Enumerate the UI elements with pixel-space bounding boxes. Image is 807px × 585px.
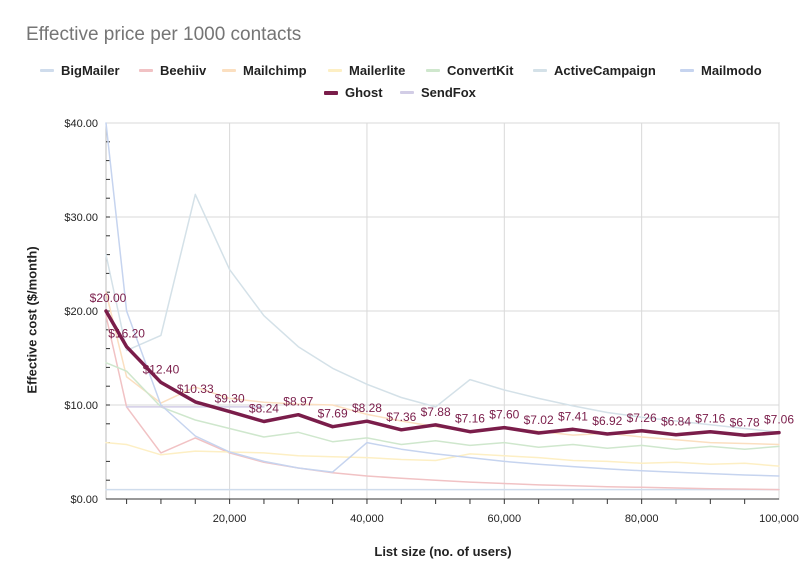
y-axis-label: Effective cost ($/month): [24, 246, 40, 394]
chart-title: Effective price per 1000 contacts: [26, 24, 302, 45]
x-tick-label: 80,000: [625, 513, 659, 525]
data-label-ghost: $7.06: [764, 413, 794, 427]
data-label-ghost: $7.88: [421, 405, 451, 419]
legend-label-mailmodo: Mailmodo: [701, 63, 762, 78]
data-label-ghost: $10.33: [177, 382, 214, 396]
data-label-ghost: $7.69: [318, 407, 348, 421]
legend-swatch-sendfox: [400, 91, 414, 94]
y-tick-label: $30.00: [64, 212, 98, 224]
data-label-ghost: $7.36: [386, 410, 416, 424]
x-tick-label: 100,000: [759, 513, 799, 525]
legend-label-mailchimp: Mailchimp: [243, 63, 307, 78]
y-tick-label: $10.00: [64, 400, 98, 412]
x-tick-label: 40,000: [350, 513, 384, 525]
legend-label-ghost: Ghost: [345, 85, 383, 100]
x-tick-label: 60,000: [487, 513, 521, 525]
data-label-ghost: $7.26: [627, 411, 657, 425]
data-label-ghost: $8.97: [283, 395, 313, 409]
legend-row-1: BigMailer Beehiiv Mailchimp Mailerlite C…: [40, 63, 800, 85]
data-label-ghost: $9.30: [215, 392, 245, 406]
legend-swatch-mailerlite: [328, 69, 342, 72]
legend: BigMailer Beehiiv Mailchimp Mailerlite C…: [40, 63, 800, 107]
x-axis-label: List size (no. of users): [374, 544, 512, 559]
series-line-activecampaign[interactable]: [105, 193, 780, 434]
series-line-beehiiv[interactable]: [105, 314, 780, 491]
data-label-ghost: $7.02: [524, 413, 554, 427]
legend-label-beehiiv: Beehiiv: [160, 63, 207, 78]
legend-item-mailmodo[interactable]: Mailmodo: [680, 63, 762, 78]
data-label-ghost: $7.16: [455, 412, 485, 426]
legend-swatch-mailchimp: [222, 69, 236, 72]
data-label-ghost: $16.20: [108, 327, 145, 341]
legend-item-mailchimp[interactable]: Mailchimp: [222, 63, 307, 78]
y-tick-label: $0.00: [70, 494, 98, 506]
series-line-mailerlite[interactable]: [105, 441, 780, 467]
data-label-ghost: $6.92: [592, 414, 622, 428]
y-tick-label: $20.00: [64, 306, 98, 318]
data-label-ghost: $7.16: [695, 412, 725, 426]
data-label-ghost: $8.24: [249, 402, 279, 416]
series-line-mailmodo[interactable]: [105, 122, 780, 477]
legend-label-bigmailer: BigMailer: [61, 63, 120, 78]
series-line-ghost[interactable]: [104, 309, 781, 438]
legend-item-sendfox[interactable]: SendFox: [400, 85, 476, 100]
y-tick-label: $40.00: [64, 118, 98, 130]
legend-swatch-convertkit: [426, 69, 440, 72]
data-label-ghost: $7.41: [558, 409, 588, 423]
legend-swatch-ghost: [324, 90, 338, 95]
x-tick-label: 20,000: [213, 513, 247, 525]
series-line-convertkit[interactable]: [105, 361, 780, 450]
legend-swatch-activecampaign: [533, 69, 547, 72]
data-label-ghost: $8.28: [352, 401, 382, 415]
legend-item-convertkit[interactable]: ConvertKit: [426, 63, 513, 78]
legend-item-activecampaign[interactable]: ActiveCampaign: [533, 63, 656, 78]
data-label-ghost: $6.84: [661, 415, 691, 429]
legend-label-mailerlite: Mailerlite: [349, 63, 406, 78]
legend-item-beehiiv[interactable]: Beehiiv: [139, 63, 206, 78]
legend-label-sendfox: SendFox: [421, 85, 476, 100]
data-label-ghost: $12.40: [143, 362, 180, 376]
data-label-ghost: $6.78: [730, 415, 760, 429]
legend-swatch-mailmodo: [680, 69, 694, 72]
data-label-ghost: $7.60: [489, 408, 519, 422]
legend-row-2: Ghost SendFox: [40, 85, 800, 107]
legend-swatch-bigmailer: [40, 69, 54, 72]
legend-item-mailerlite[interactable]: Mailerlite: [328, 63, 405, 78]
data-label-ghost: $20.00: [90, 291, 127, 305]
legend-item-bigmailer[interactable]: BigMailer: [40, 63, 120, 78]
legend-item-ghost[interactable]: Ghost: [324, 85, 383, 100]
legend-label-activecampaign: ActiveCampaign: [554, 63, 656, 78]
legend-swatch-beehiiv: [139, 69, 153, 72]
legend-label-convertkit: ConvertKit: [447, 63, 514, 78]
